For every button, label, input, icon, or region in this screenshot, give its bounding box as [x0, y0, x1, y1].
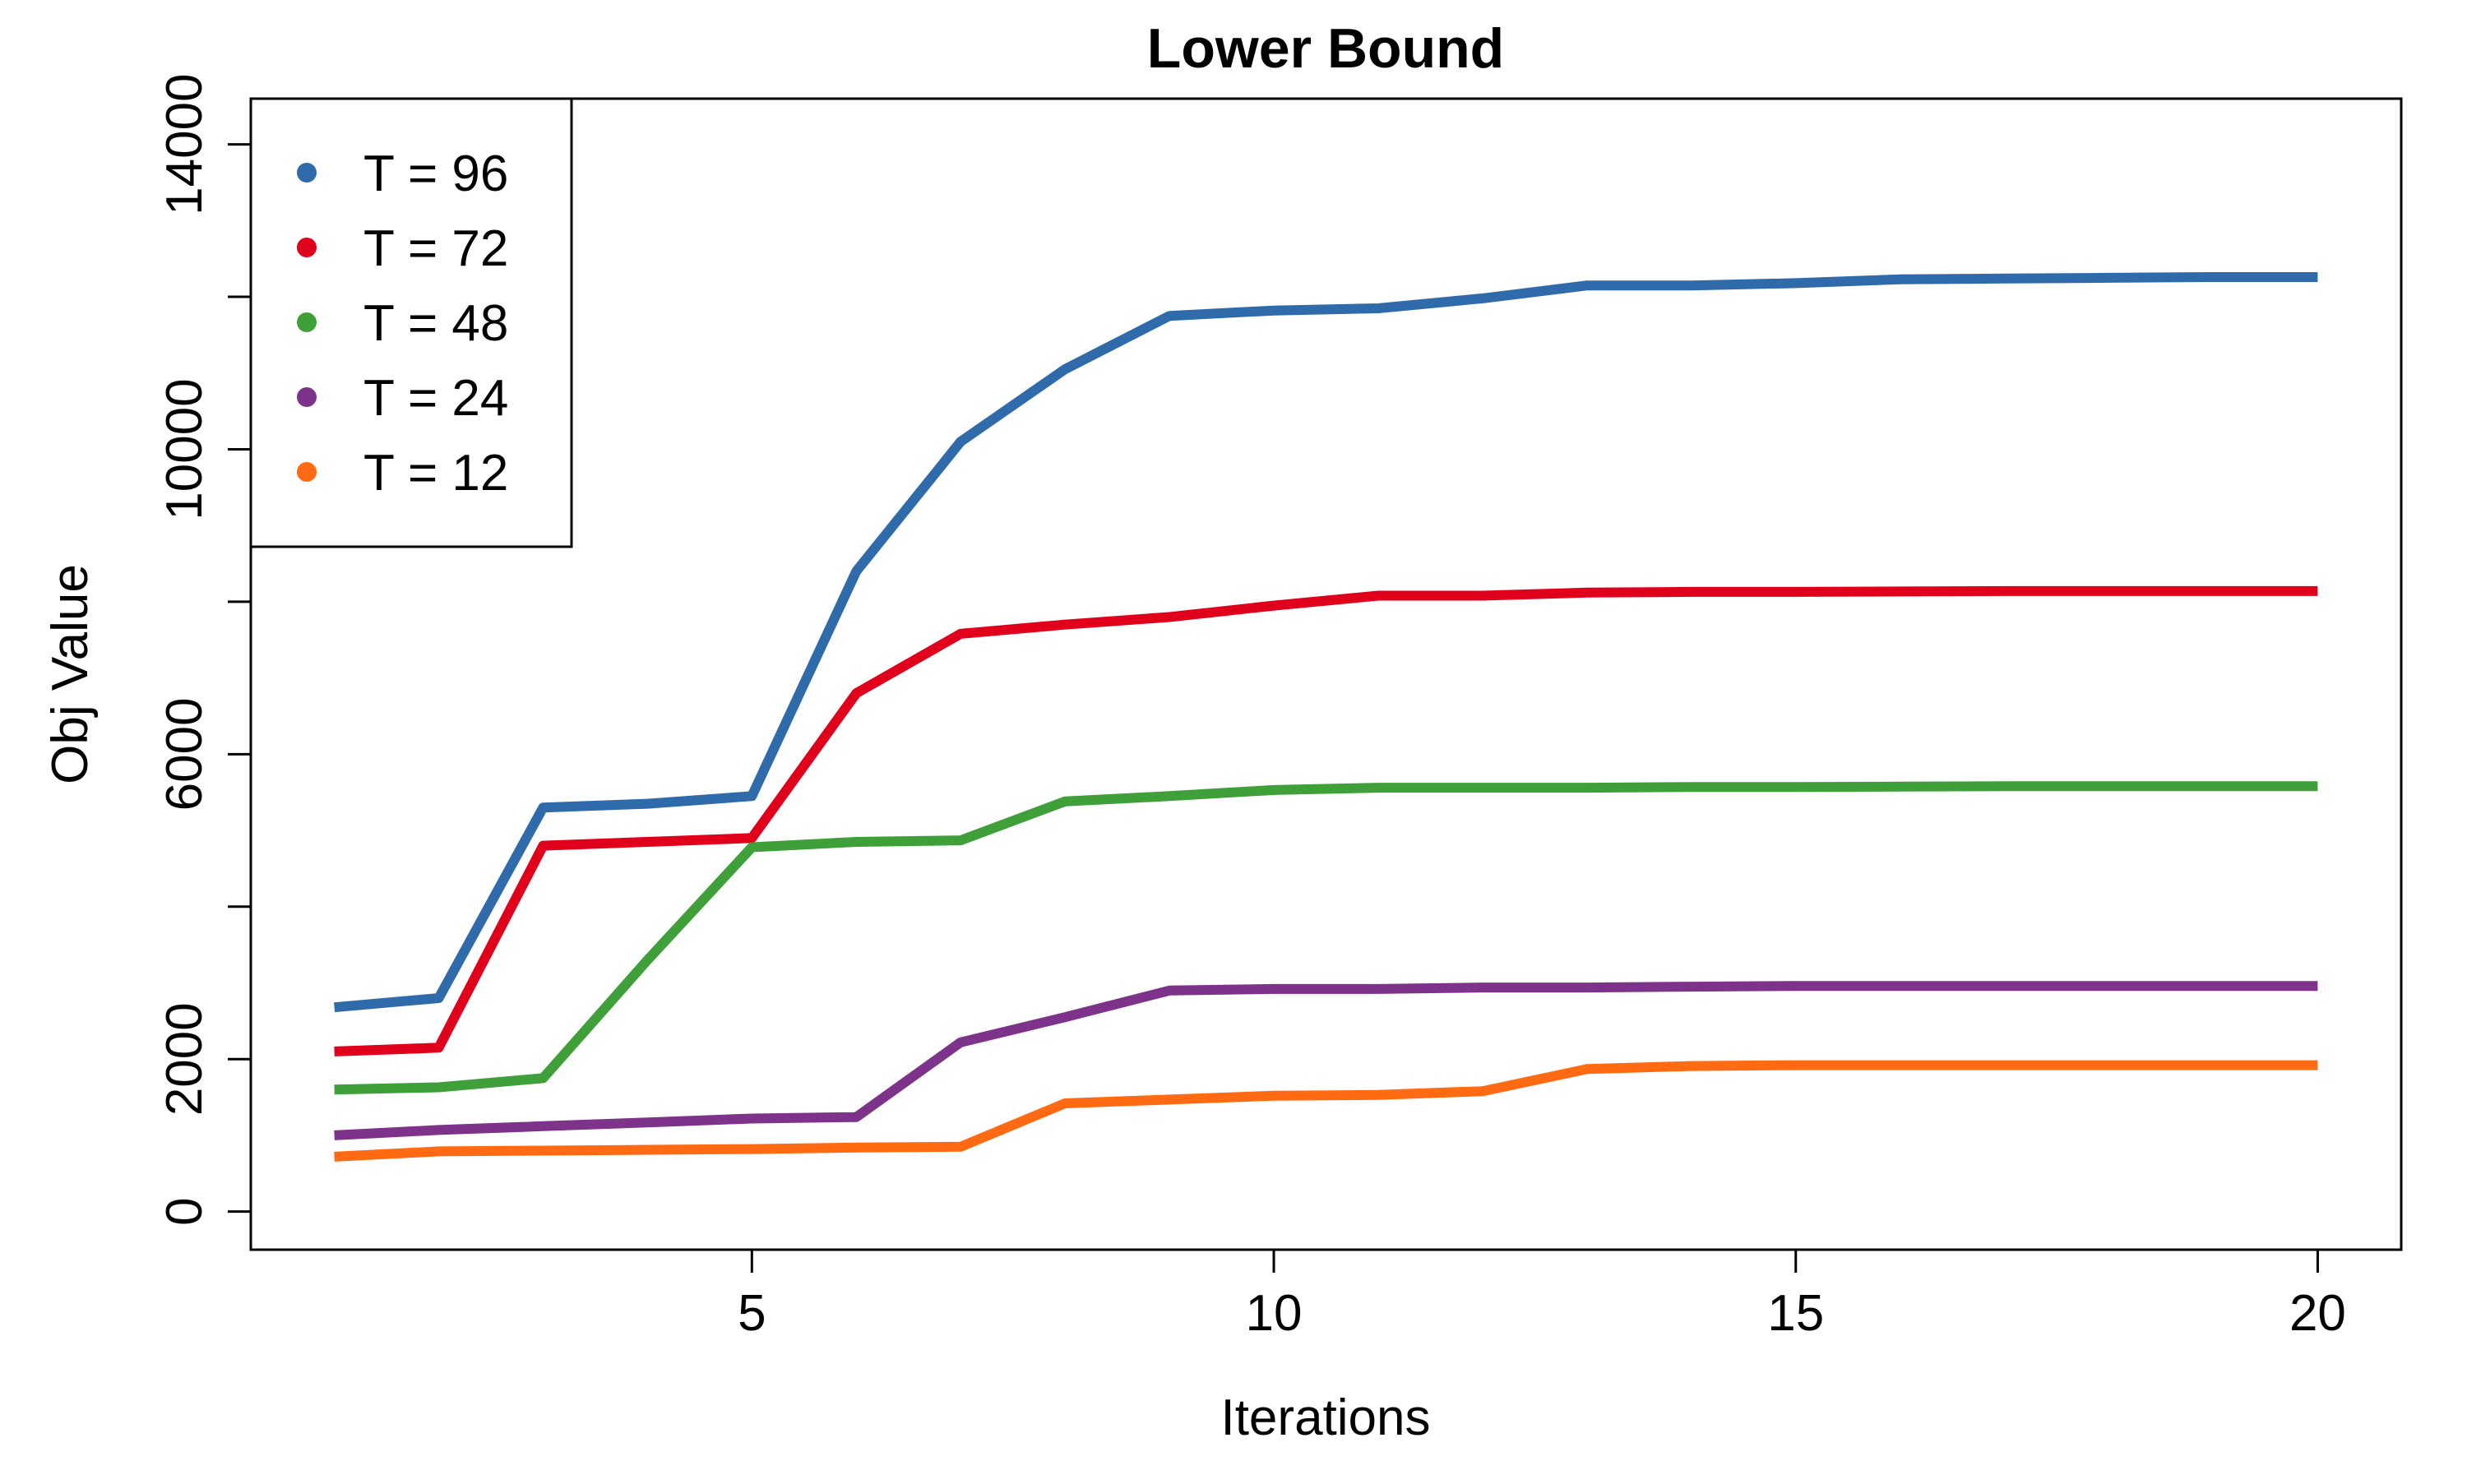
legend-label: T = 12 — [363, 445, 508, 502]
series-line-5 — [334, 1060, 2318, 1162]
y-tick-label: 0 — [156, 1197, 213, 1225]
legend-marker — [297, 163, 317, 183]
x-tick-label: 10 — [1246, 1285, 1303, 1342]
legend-label: T = 96 — [363, 146, 508, 202]
y-axis-label: Obj Value — [42, 564, 99, 784]
series-line-2 — [334, 585, 2318, 1056]
legend-label: T = 48 — [363, 295, 508, 352]
y-tick-label: 2000 — [156, 1002, 213, 1116]
series-line-1 — [334, 272, 2318, 1013]
y-tick-label: 14000 — [156, 73, 213, 215]
series-layer — [334, 272, 2318, 1162]
series-line-4 — [334, 981, 2318, 1140]
plot-frame — [249, 97, 2403, 1251]
series-line-3 — [334, 781, 2318, 1095]
legend-marker — [297, 238, 317, 257]
y-tick-label: 10000 — [156, 378, 213, 520]
legend-label: T = 24 — [363, 370, 508, 427]
x-tick-label: 20 — [2289, 1285, 2346, 1342]
x-axis-label: Iterations — [1220, 1389, 1430, 1446]
y-tick-label: 6000 — [156, 697, 213, 811]
x-tick-label: 5 — [738, 1285, 766, 1342]
legend-marker — [297, 462, 317, 482]
legend-marker — [297, 387, 317, 407]
axes: 5 10 15 20 0 2000 6000 10000 14000 — [156, 73, 2403, 1342]
legend: T = 96 T = 72 T = 48 T = 24 T = 12 — [249, 97, 573, 548]
legend-marker — [297, 312, 317, 332]
chart-title: Lower Bound — [1147, 17, 1504, 80]
legend-label: T = 72 — [363, 220, 508, 277]
x-tick-label: 15 — [1767, 1285, 1824, 1342]
